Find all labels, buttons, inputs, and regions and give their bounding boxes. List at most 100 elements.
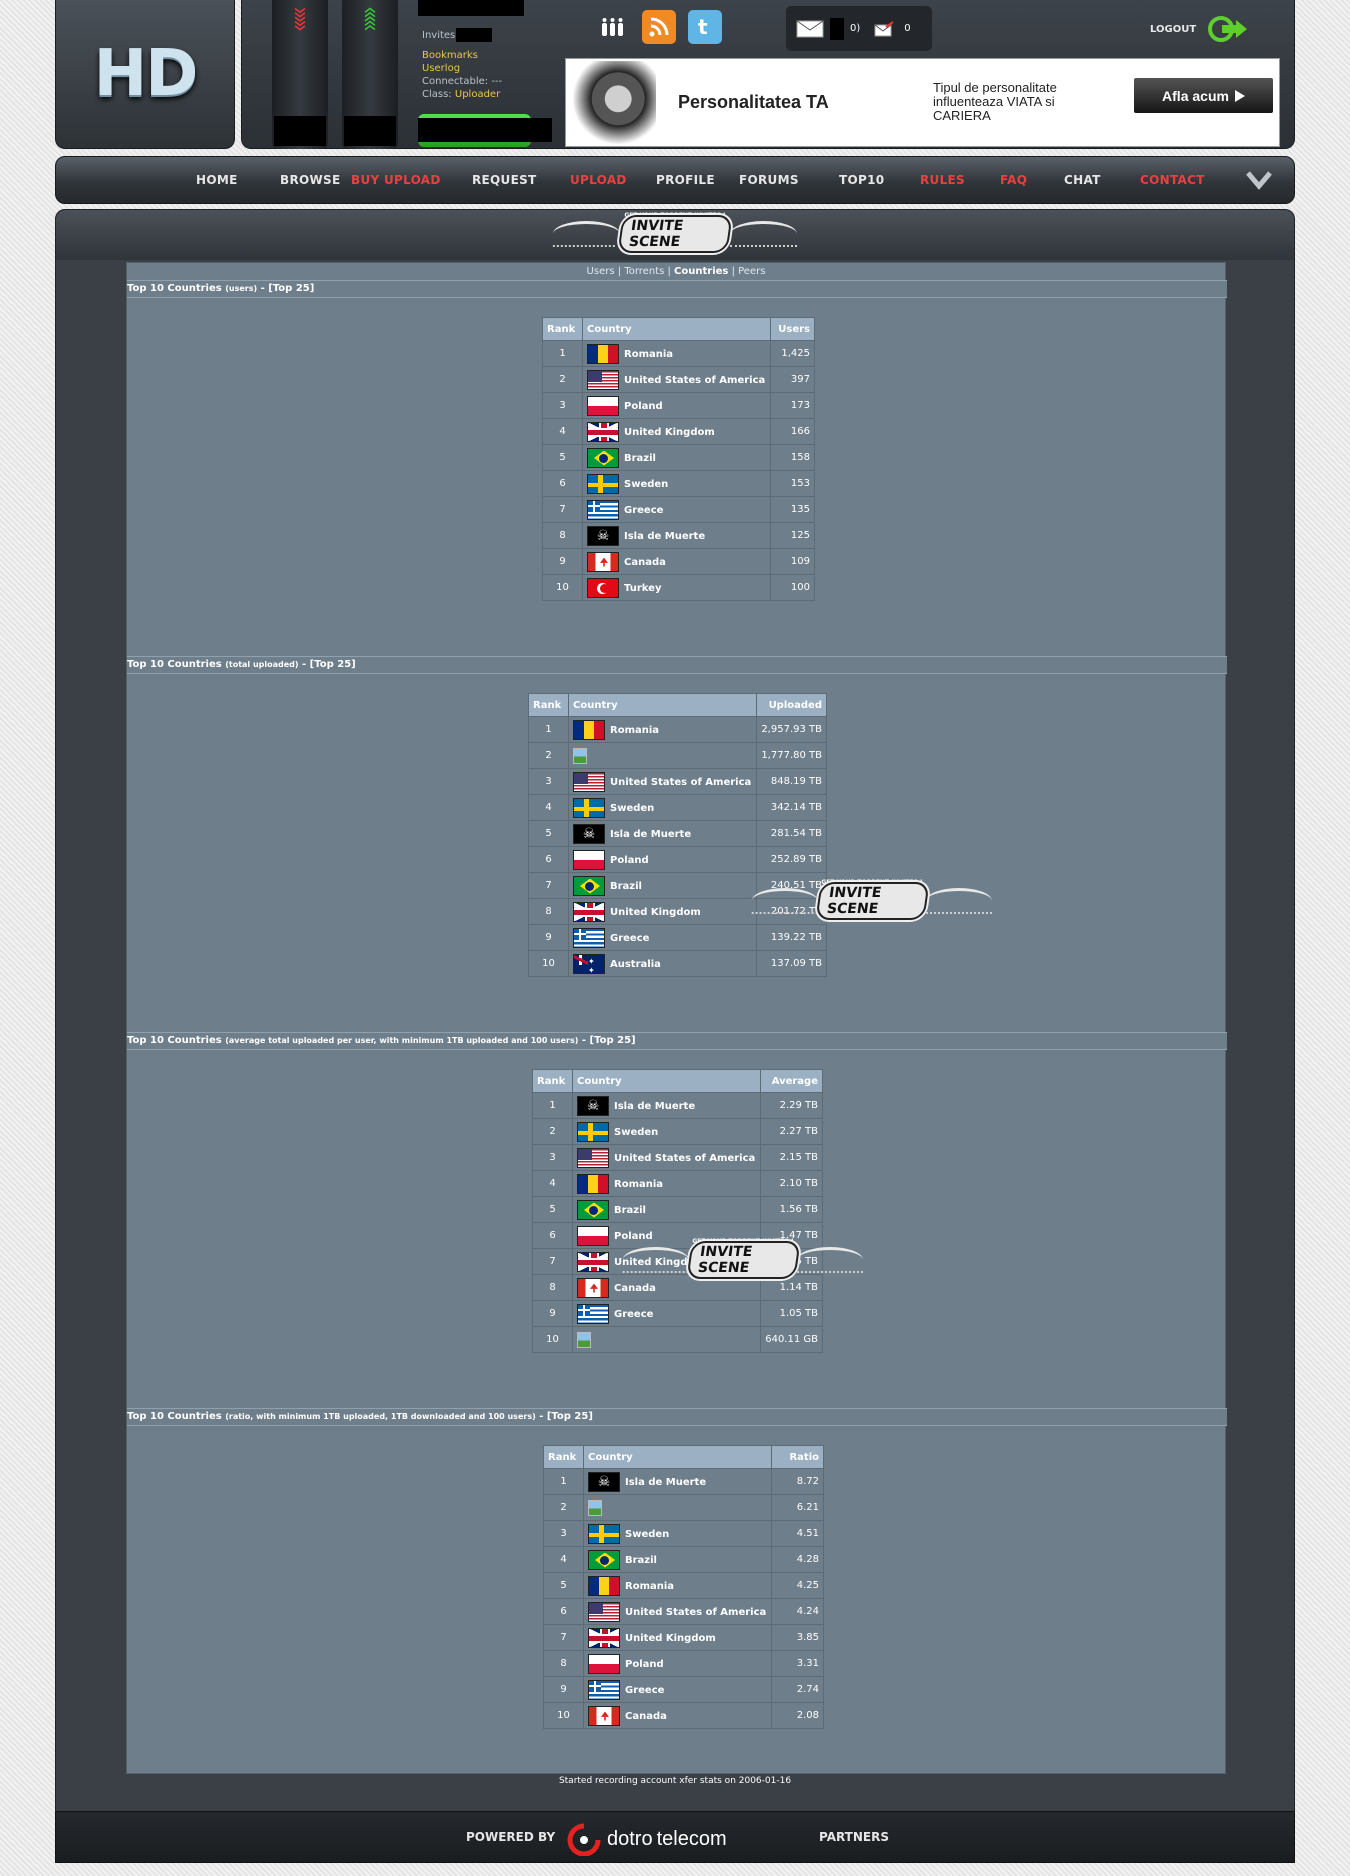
top25-link[interactable]: - [Top 25] bbox=[302, 659, 356, 670]
logout-button[interactable]: LOGOUT bbox=[1150, 14, 1248, 44]
country-cell[interactable]: Brazil bbox=[582, 444, 771, 471]
rank-cell: 5 bbox=[528, 820, 569, 847]
flag-pl-icon bbox=[588, 1653, 620, 1674]
sent-mail-icon[interactable] bbox=[874, 20, 894, 37]
ad-cta-button[interactable]: Afla acum bbox=[1134, 78, 1273, 113]
country-cell[interactable]: United States of America bbox=[583, 1598, 772, 1625]
country-cell[interactable] bbox=[583, 1494, 772, 1521]
partners-label[interactable]: PARTNERS bbox=[819, 1830, 889, 1844]
nav-item-buy-upload[interactable]: BUY UPLOAD bbox=[351, 173, 441, 187]
flag-none-icon bbox=[577, 1331, 591, 1348]
country-cell[interactable]: United States of America bbox=[568, 768, 757, 795]
nav-item-browse[interactable]: BROWSE bbox=[280, 173, 341, 187]
country-cell[interactable]: Poland bbox=[583, 1650, 772, 1677]
inbox-icon[interactable] bbox=[796, 20, 824, 38]
value-cell: 4.24 bbox=[771, 1598, 824, 1625]
nav-item-chat[interactable]: CHAT bbox=[1064, 173, 1101, 187]
wing-right bbox=[797, 1247, 863, 1273]
rank-cell: 9 bbox=[543, 1676, 584, 1703]
section-title-criteria: (total uploaded) bbox=[225, 660, 299, 669]
country-cell[interactable]: Sweden bbox=[582, 470, 771, 497]
country-cell[interactable]: ☠ Isla de Muerte bbox=[582, 522, 771, 549]
country-cell[interactable]: United States of America bbox=[572, 1144, 761, 1171]
country-cell[interactable]: Brazil bbox=[568, 872, 757, 899]
top25-link[interactable]: - [Top 25] bbox=[260, 283, 315, 294]
country-cell[interactable]: Sweden bbox=[572, 1118, 761, 1145]
nav-item-upload[interactable]: UPLOAD bbox=[570, 173, 627, 187]
table-header-row: Rank Country Average bbox=[532, 1069, 823, 1093]
flag-ro-icon bbox=[588, 1575, 620, 1596]
footer-note: Started recording account xfer stats on … bbox=[558, 1776, 792, 1786]
chevron-down-icon[interactable] bbox=[1246, 169, 1272, 191]
ad-banner[interactable]: Personalitatea TA Tipul de personalitate… bbox=[565, 58, 1280, 147]
country-cell[interactable] bbox=[568, 742, 757, 769]
table-row: 9 Greece 2.74 bbox=[543, 1676, 824, 1703]
rank-cell: 6 bbox=[542, 470, 583, 497]
country-cell[interactable]: Sweden bbox=[568, 794, 757, 821]
country-cell[interactable]: Sweden bbox=[583, 1520, 772, 1547]
country-cell[interactable]: Canada bbox=[583, 1702, 772, 1729]
connectable-label: Connectable: bbox=[422, 76, 489, 87]
nav-item-request[interactable]: REQUEST bbox=[472, 173, 537, 187]
stats-panel: Users | Torrents | Countries | Peers Top… bbox=[126, 262, 1227, 1774]
flag-pl-icon bbox=[587, 395, 619, 416]
rss-tools-icon[interactable] bbox=[596, 10, 630, 44]
country-cell[interactable]: Australia bbox=[568, 950, 757, 977]
country-cell[interactable]: Brazil bbox=[572, 1196, 761, 1223]
section-title: Top 10 Countries (ratio, with minimum 1T… bbox=[127, 1408, 1227, 1426]
country-cell[interactable]: Greece bbox=[568, 924, 757, 951]
table-row: 1 Romania 1,425 bbox=[542, 340, 815, 367]
country-cell[interactable]: Brazil bbox=[583, 1546, 772, 1573]
country-cell[interactable]: Poland bbox=[568, 846, 757, 873]
country-cell[interactable]: Poland bbox=[572, 1222, 761, 1249]
table-row: 1 ☠ Isla de Muerte 8.72 bbox=[543, 1468, 824, 1495]
country-name: Poland bbox=[614, 1230, 653, 1242]
country-cell[interactable]: Poland bbox=[582, 392, 771, 419]
country-cell[interactable]: ☠ Isla de Muerte bbox=[583, 1468, 772, 1495]
flag-uk-icon bbox=[588, 1627, 620, 1648]
nav-item-rules[interactable]: RULES bbox=[920, 173, 965, 187]
flag-br-icon bbox=[577, 1199, 609, 1220]
site-logo[interactable]: HD bbox=[55, 0, 235, 149]
subnav-users[interactable]: Users bbox=[586, 266, 615, 277]
country-cell[interactable]: United Kingdom bbox=[582, 418, 771, 445]
nav-item-top10[interactable]: TOP10 bbox=[839, 173, 885, 187]
country-cell[interactable]: Greece bbox=[583, 1676, 772, 1703]
country-cell[interactable]: Greece bbox=[582, 496, 771, 523]
country-cell[interactable]: ☠ Isla de Muerte bbox=[568, 820, 757, 847]
country-name: Brazil bbox=[624, 452, 656, 464]
flag-us-icon bbox=[587, 369, 619, 390]
twitter-icon[interactable]: t bbox=[688, 10, 722, 44]
country-cell[interactable]: Romania bbox=[568, 716, 757, 743]
country-cell[interactable]: United States of America bbox=[582, 366, 771, 393]
subnav-countries[interactable]: Countries bbox=[674, 266, 729, 277]
country-cell[interactable]: United Kingdom bbox=[583, 1624, 772, 1651]
country-cell[interactable]: Romania bbox=[583, 1572, 772, 1599]
userlog-link[interactable]: Userlog bbox=[422, 63, 461, 74]
top25-link[interactable]: - [Top 25] bbox=[539, 1411, 593, 1422]
pirate-flag-icon: ☠ bbox=[588, 1471, 620, 1492]
subnav-peers[interactable]: Peers bbox=[738, 266, 766, 277]
nav-item-profile[interactable]: PROFILE bbox=[656, 173, 715, 187]
country-cell[interactable]: Greece bbox=[572, 1300, 761, 1327]
top25-link[interactable]: - [Top 25] bbox=[581, 1035, 636, 1046]
nav-item-contact[interactable]: CONTACT bbox=[1140, 173, 1205, 187]
nav-item-home[interactable]: HOME bbox=[196, 173, 238, 187]
subnav-torrents[interactable]: Torrents bbox=[624, 266, 665, 277]
country-cell[interactable]: Canada bbox=[582, 548, 771, 575]
rank-cell: 7 bbox=[528, 872, 569, 899]
country-cell[interactable]: United Kingdom bbox=[568, 898, 757, 925]
sponsor-logo[interactable]: dotro telecom bbox=[565, 1822, 727, 1856]
rss-icon[interactable] bbox=[642, 10, 676, 44]
nav-item-faq[interactable]: FAQ bbox=[1000, 173, 1028, 187]
country-name: United States of America bbox=[624, 374, 766, 386]
country-cell[interactable] bbox=[572, 1326, 761, 1353]
country-name: Poland bbox=[625, 1658, 664, 1670]
nav-item-forums[interactable]: FORUMS bbox=[739, 173, 799, 187]
country-cell[interactable]: Turkey bbox=[582, 574, 771, 601]
country-cell[interactable]: Romania bbox=[582, 340, 771, 367]
bookmarks-link[interactable]: Bookmarks bbox=[422, 50, 478, 61]
table-row: 2 6.21 bbox=[543, 1494, 824, 1521]
country-cell[interactable]: Romania bbox=[572, 1170, 761, 1197]
country-cell[interactable]: ☠ Isla de Muerte bbox=[572, 1092, 761, 1119]
